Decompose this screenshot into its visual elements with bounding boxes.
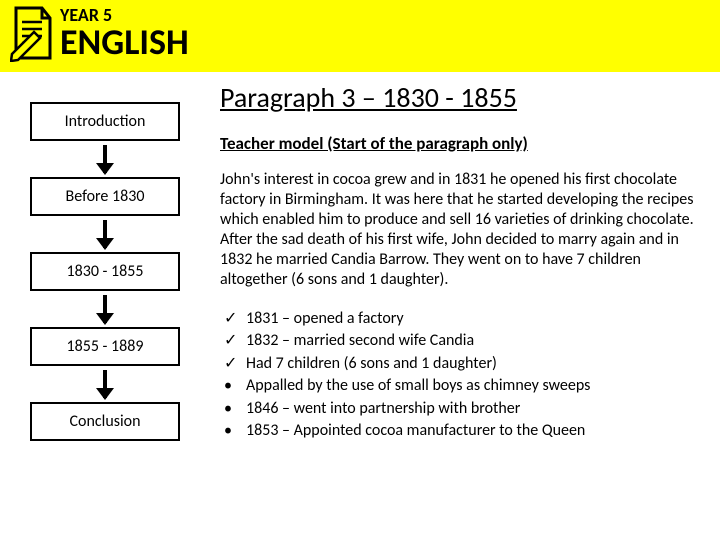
- list-item: ✓ Had 7 children (6 sons and 1 daughter): [224, 353, 700, 375]
- nav-box-introduction: Introduction: [30, 102, 180, 141]
- nav-box-1855-1889: 1855 - 1889: [30, 327, 180, 366]
- list-item-text: 1853 – Appointed cocoa manufacturer to t…: [246, 421, 585, 440]
- page-title: Paragraph 3 – 1830 - 1855: [220, 80, 700, 115]
- bullet-icon: •: [224, 375, 232, 397]
- content-column: Paragraph 3 – 1830 - 1855 Teacher model …: [190, 72, 700, 442]
- main-area: Introduction Before 1830 1830 - 1855 185…: [0, 72, 720, 442]
- arrow-icon: [103, 370, 107, 398]
- list-item-text: 1831 – opened a factory: [246, 309, 404, 328]
- nav-box-1830-1855: 1830 - 1855: [30, 252, 180, 291]
- list-item-text: 1846 – went into partnership with brothe…: [246, 399, 520, 418]
- nav-column: Introduction Before 1830 1830 - 1855 185…: [20, 72, 190, 442]
- list-item-text: Had 7 children (6 sons and 1 daughter): [246, 354, 497, 373]
- check-icon: ✓: [224, 330, 237, 352]
- arrow-icon: [103, 295, 107, 323]
- document-pencil-icon: [10, 6, 56, 67]
- list-item-text: 1832 – married second wife Candia: [246, 331, 474, 350]
- list-item: • Appalled by the use of small boys as ch…: [224, 375, 700, 397]
- body-paragraph: John's interest in cocoa grew and in 183…: [220, 170, 700, 290]
- arrow-icon: [103, 145, 107, 173]
- subheading: Teacher model (Start of the paragraph on…: [220, 133, 700, 154]
- nav-box-conclusion: Conclusion: [30, 402, 180, 441]
- list-item: • 1853 – Appointed cocoa manufacturer to …: [224, 420, 700, 442]
- header-band: YEAR 5 ENGLISH: [0, 0, 720, 72]
- arrow-icon: [103, 220, 107, 248]
- list-item: ✓ 1832 – married second wife Candia: [224, 330, 700, 352]
- nav-box-before-1830: Before 1830: [30, 177, 180, 216]
- list-item-text: Appalled by the use of small boys as chi…: [246, 376, 590, 395]
- bullet-icon: •: [224, 420, 232, 442]
- bullet-list: ✓ 1831 – opened a factory ✓ 1832 – married…: [220, 308, 700, 442]
- bullet-icon: •: [224, 398, 232, 420]
- list-item: • 1846 – went into partnership with broth…: [224, 398, 700, 420]
- list-item: ✓ 1831 – opened a factory: [224, 308, 700, 330]
- check-icon: ✓: [224, 353, 237, 375]
- subject-label: ENGLISH: [60, 24, 720, 60]
- check-icon: ✓: [224, 308, 237, 330]
